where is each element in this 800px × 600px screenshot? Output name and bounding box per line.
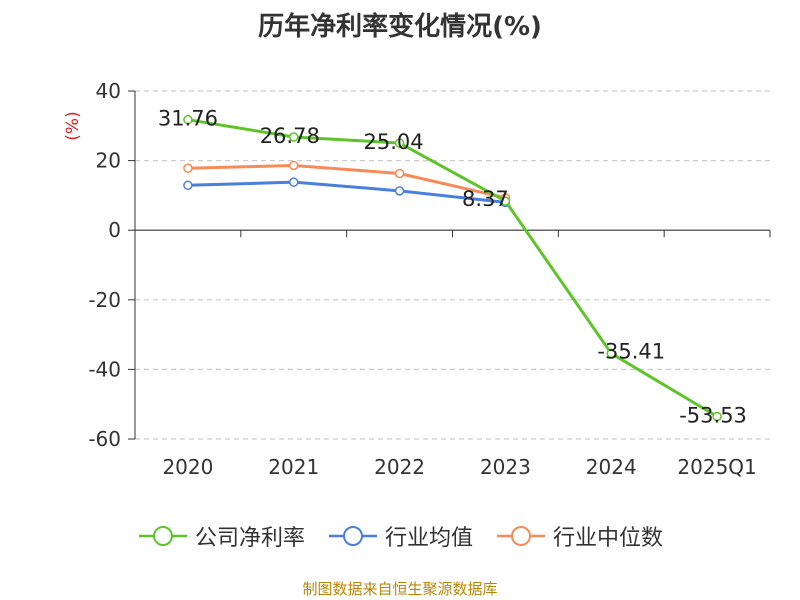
- data-point: [289, 132, 299, 142]
- data-point: [394, 138, 405, 148]
- data-point: [183, 180, 193, 191]
- data-point: [712, 411, 722, 422]
- x-tick-label: 2020: [162, 455, 213, 479]
- legend-label: 行业中位数: [553, 526, 664, 551]
- data-point: [289, 177, 299, 187]
- x-tick-label: 2023: [480, 455, 531, 479]
- x-tick-label: 2021: [268, 455, 319, 479]
- data-label: 25.04: [364, 130, 424, 154]
- data-point: [394, 168, 405, 179]
- data-point: [394, 186, 405, 196]
- series-line: [187, 118, 718, 418]
- y-tick-label: -40: [88, 357, 121, 381]
- y-tick-label: 40: [96, 79, 121, 103]
- series-line: [187, 180, 506, 204]
- legend-item[interactable]: 行业中位数: [495, 520, 663, 552]
- chart-legend: 公司净利率 行业均值 行业中位数: [0, 520, 800, 552]
- x-tick-label: 2025Q1: [677, 455, 756, 479]
- y-axis-label: (%): [63, 111, 83, 140]
- data-point: [183, 163, 193, 174]
- line-chart: 40 20 0 -20 -40 -60 2020 2021 2022 2023 2024 2025Q1…: [63, 79, 771, 479]
- data-point: [289, 160, 299, 171]
- data-point: [183, 114, 193, 125]
- y-tick-label: -60: [88, 427, 121, 451]
- series-line: [187, 163, 506, 200]
- legend-label: 行业均值: [384, 526, 473, 551]
- legend-marker-icon: [138, 526, 187, 546]
- x-tick-label: 2024: [586, 455, 637, 479]
- y-tick-label: 0: [108, 218, 121, 242]
- data-label: 31.76: [158, 107, 218, 131]
- data-label: 26.78: [260, 124, 320, 148]
- data-point: [500, 196, 511, 206]
- legend-marker-icon: [497, 526, 545, 546]
- data-label: 8.37: [462, 187, 509, 211]
- data-point: [606, 348, 616, 359]
- legend-item[interactable]: 行业均值: [327, 520, 473, 552]
- source-note: 制图数据来自恒生聚源数据库: [302, 580, 498, 598]
- y-tick-label: 20: [96, 149, 121, 173]
- legend-marker-icon: [328, 526, 377, 546]
- y-tick-label: -20: [88, 288, 121, 312]
- legend-label: 公司净利率: [194, 526, 305, 551]
- legend-item[interactable]: 公司净利率: [137, 520, 305, 552]
- data-label: -53.53: [679, 403, 747, 427]
- data-label: -35.41: [597, 339, 665, 363]
- chart-title: 历年净利率变化情况(%): [258, 12, 542, 42]
- x-tick-label: 2022: [374, 455, 425, 479]
